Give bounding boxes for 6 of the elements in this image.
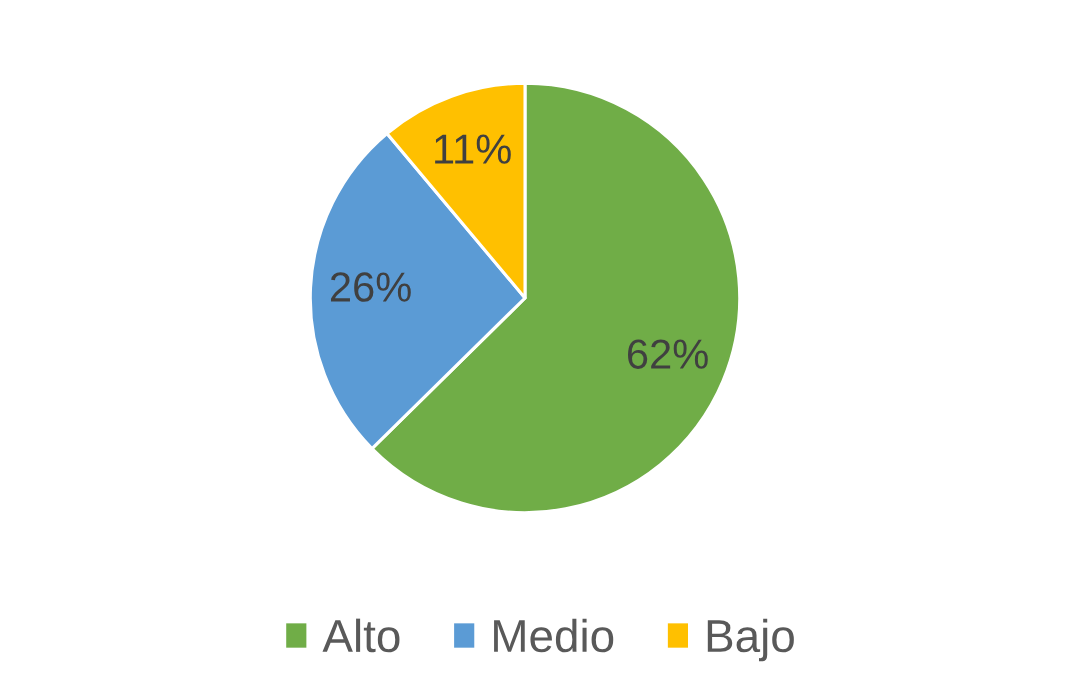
data-label: 26% (330, 272, 411, 302)
data-label: 62% (628, 339, 708, 369)
legend-label: Medio (494, 618, 614, 653)
legend-label: Alto (322, 618, 400, 653)
legend-label: Bajo (707, 618, 794, 662)
data-label: 11% (435, 134, 511, 164)
